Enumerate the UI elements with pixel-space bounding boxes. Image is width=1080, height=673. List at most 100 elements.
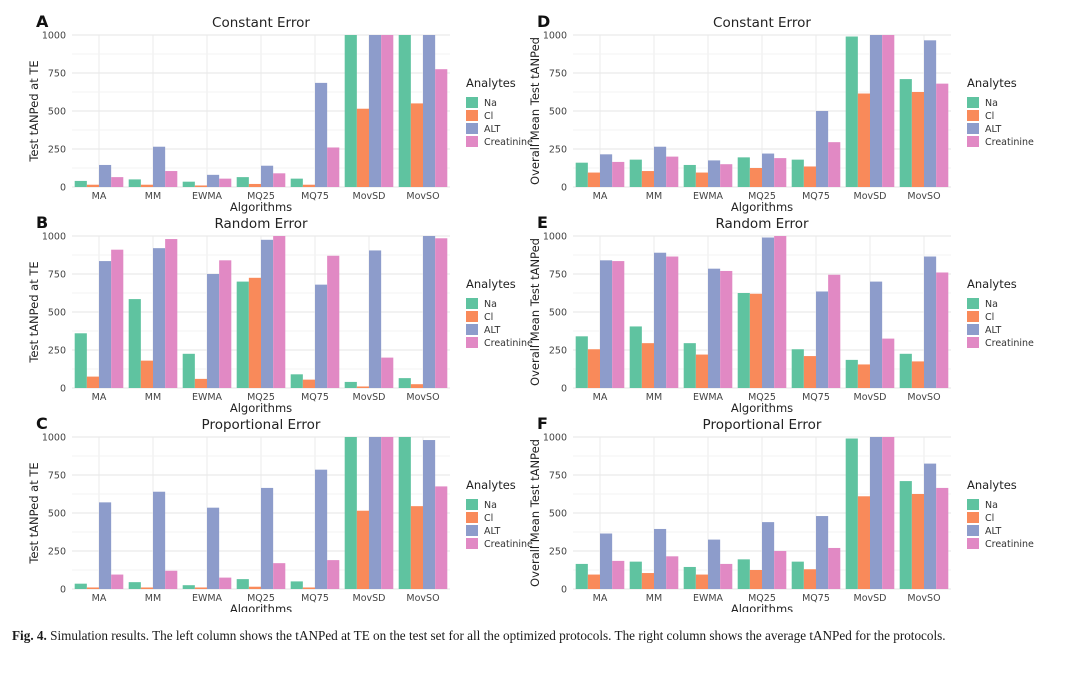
bar-alt-ma <box>600 154 613 187</box>
bar-creatinine-mm <box>165 171 178 187</box>
y-tick-label: 0 <box>561 384 567 395</box>
legend-swatch-cl <box>466 512 478 523</box>
x-tick-label: MovSD <box>854 191 887 202</box>
x-tick-label: EWMA <box>192 392 223 403</box>
x-tick-label: EWMA <box>693 593 724 604</box>
bar-na-mm <box>629 326 642 388</box>
bar-cl-ma <box>86 376 99 388</box>
bar-alt-mq25 <box>762 522 775 589</box>
x-tick-label: MQ25 <box>247 392 275 403</box>
bar-cl-mq75 <box>803 569 816 589</box>
bar-na-movsd <box>845 36 858 187</box>
x-tick-label: MovSO <box>907 191 940 202</box>
y-axis-title: Overall Mean Test tANPed <box>528 238 542 386</box>
y-tick-label: 0 <box>60 585 66 596</box>
y-tick-label: 750 <box>549 69 567 80</box>
bar-na-mq75 <box>791 159 804 187</box>
x-tick-label: MM <box>145 392 161 403</box>
bar-na-mm <box>128 179 141 187</box>
bar-creatinine-mm <box>666 256 679 388</box>
bar-creatinine-mq75 <box>327 255 340 388</box>
x-tick-label: MA <box>92 593 107 604</box>
chart-title: Constant Error <box>713 15 811 31</box>
bar-cl-ewma <box>194 185 207 187</box>
panel-e: E Random Error 0 250 500 750 1000 MA MM EWMA MQ25 M… <box>528 213 1034 415</box>
bar-alt-ewma <box>207 507 220 589</box>
x-tick-label: MovSD <box>353 593 386 604</box>
legend-swatch-creatinine <box>967 337 979 348</box>
bar-creatinine-mq25 <box>774 551 787 589</box>
y-axis-title: Test tANPed at TE <box>27 462 41 564</box>
chart-title: Random Error <box>214 216 308 232</box>
bar-creatinine-mq75 <box>828 547 841 589</box>
x-tick-label: MQ25 <box>748 191 776 202</box>
x-axis-title: Algorithms <box>731 200 793 214</box>
bar-alt-ewma <box>708 268 721 388</box>
y-tick-label: 1000 <box>42 31 66 42</box>
panel-a: A Constant Error 0 250 500 750 1000 MA MM EWMA MQ2… <box>27 12 533 214</box>
bar-cl-mm <box>641 343 654 388</box>
bar-creatinine-mq75 <box>327 147 340 187</box>
bar-creatinine-movsd <box>882 338 895 388</box>
x-axis-title: Algorithms <box>731 401 793 415</box>
bar-cl-mq25 <box>749 168 762 187</box>
legend: Analytes Na Cl ALT Creatinine <box>967 277 1034 349</box>
legend-swatch-creatinine <box>967 136 979 147</box>
bar-cl-mq75 <box>302 379 315 388</box>
bar-alt-movsd <box>369 250 382 388</box>
chart-title: Proportional Error <box>703 417 822 433</box>
y-axis-title: Test tANPed at TE <box>27 60 41 162</box>
bar-creatinine-ewma <box>720 270 733 388</box>
legend-title: Analytes <box>967 76 1017 90</box>
bar-alt-mm <box>654 252 667 388</box>
x-tick-label: EWMA <box>693 191 724 202</box>
y-tick-label: 1000 <box>543 232 567 243</box>
bar-cl-mq25 <box>749 293 762 388</box>
legend-label-cl: Cl <box>484 312 493 323</box>
bar-creatinine-movso <box>435 238 448 388</box>
y-tick-label: 1000 <box>42 232 66 243</box>
legend-label-alt: ALT <box>985 124 1001 135</box>
bar-creatinine-ma <box>111 574 124 589</box>
chart-title: Constant Error <box>212 15 310 31</box>
bar-na-mq75 <box>290 581 303 589</box>
bar-alt-movso <box>423 236 436 388</box>
x-tick-label: MQ75 <box>802 392 830 403</box>
bar-alt-mq75 <box>315 82 328 187</box>
legend-swatch-na <box>466 499 478 510</box>
legend-label-alt: ALT <box>484 526 500 537</box>
legend-swatch-na <box>967 499 979 510</box>
x-tick-label: MA <box>593 593 608 604</box>
bar-cl-movsd <box>857 93 870 187</box>
y-tick-label: 1000 <box>42 433 66 444</box>
legend-title: Analytes <box>466 76 516 90</box>
bar-alt-mq75 <box>816 111 829 187</box>
legend-label-na: Na <box>484 500 497 511</box>
legend: Analytes Na Cl ALT Creatinine <box>466 478 533 550</box>
legend-label-alt: ALT <box>484 124 500 135</box>
bar-na-movsd <box>344 437 357 589</box>
x-tick-label: MovSD <box>854 593 887 604</box>
panel-d: D Constant Error 0 250 500 750 1000 MA MM EWMA MQ2… <box>528 12 1034 214</box>
bar-creatinine-mq75 <box>828 142 841 187</box>
bar-cl-movso <box>911 92 924 187</box>
y-axis-title: Overall Mean Test tANPed <box>528 37 542 185</box>
bar-creatinine-movso <box>435 486 448 589</box>
bar-na-movso <box>899 353 912 388</box>
y-tick-label: 1000 <box>543 31 567 42</box>
x-tick-label: MQ75 <box>301 593 329 604</box>
legend-swatch-cl <box>967 110 979 121</box>
legend-label-alt: ALT <box>985 526 1001 537</box>
legend-swatch-alt <box>967 123 979 134</box>
bar-alt-movso <box>924 256 937 388</box>
bar-creatinine-ewma <box>720 563 733 589</box>
bar-alt-mq25 <box>762 237 775 388</box>
bar-na-ewma <box>182 181 195 187</box>
bar-cl-movsd <box>857 364 870 388</box>
bar-creatinine-mq25 <box>273 173 286 187</box>
panel-letter: B <box>36 213 48 232</box>
bar-na-movso <box>899 79 912 187</box>
bar-na-mm <box>128 299 141 388</box>
bar-cl-mq75 <box>302 184 315 187</box>
bar-na-movso <box>398 35 411 187</box>
